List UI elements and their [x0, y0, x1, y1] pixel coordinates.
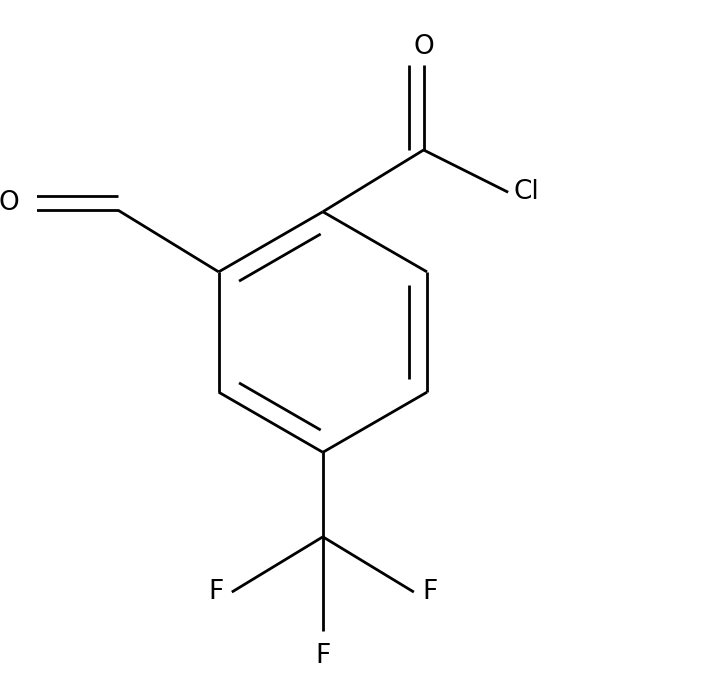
- Text: F: F: [208, 579, 223, 605]
- Text: F: F: [423, 579, 438, 605]
- Text: O: O: [0, 190, 19, 216]
- Text: Cl: Cl: [513, 179, 539, 206]
- Text: O: O: [413, 34, 434, 60]
- Text: F: F: [315, 643, 330, 669]
